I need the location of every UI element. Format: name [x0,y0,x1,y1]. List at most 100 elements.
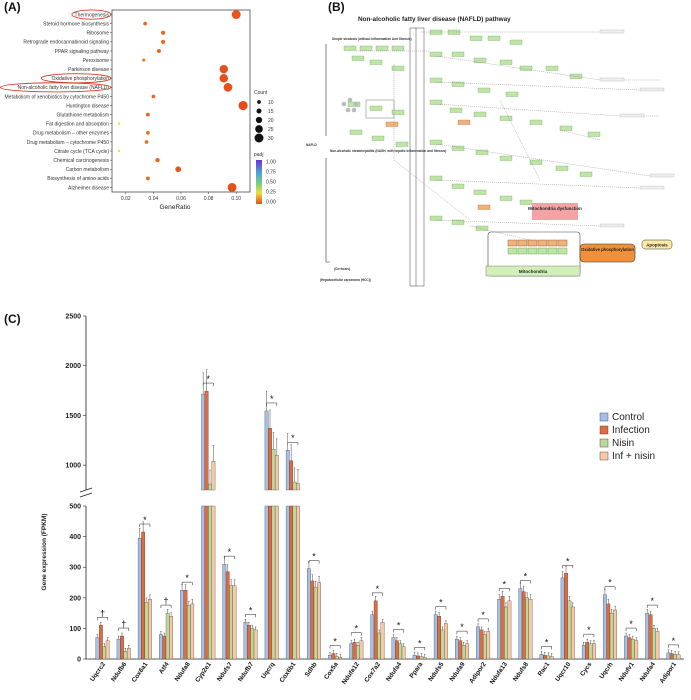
bar [603,594,607,660]
significance-star: * [333,636,337,646]
bar [370,614,375,660]
bar [613,609,617,660]
legend-size-label: 15 [268,109,274,115]
gene-box [429,175,443,181]
bar [296,505,300,660]
gene-label: Ndufs5 [427,661,445,683]
gene-box [451,51,465,57]
bar [567,600,572,660]
bar [419,656,424,660]
ligand-symbol [347,97,353,103]
bar [391,637,396,660]
gene-box [529,159,543,165]
legend-color-label: 0.25 [266,190,276,196]
bar [500,596,505,660]
bar [455,638,459,660]
bar [268,505,272,660]
bar [570,606,575,660]
pathway-edge [435,103,621,117]
ligand-symbol [341,101,347,107]
bar [120,635,124,660]
significance-bracket [266,402,278,406]
significance-bracket [456,630,468,635]
data-point [146,176,150,181]
pathway-node [619,113,645,118]
legend-label: Nisin [612,438,634,449]
bar [232,585,237,660]
gene-box [451,81,465,87]
gene-box [351,55,365,61]
bar [190,603,195,660]
significance-star: † [163,596,168,606]
bar [253,629,258,660]
gene-box [451,183,465,189]
pathway-edge [435,143,651,177]
bar [624,635,628,660]
significance-bracket [139,523,151,528]
gene-box [429,51,443,57]
category-label: Ribosome [86,31,109,37]
x-tick-label: 0.10 [231,196,241,202]
gene-box [429,215,443,221]
significance-star: * [312,552,316,562]
bar [137,537,142,660]
bar [549,656,554,660]
bar [401,646,406,660]
significance-bracket [181,581,193,586]
bar [307,568,311,660]
gene-box [587,131,601,137]
panel-a-label: (A) [4,0,21,14]
bar [486,631,491,660]
dot-plot-frame [111,9,251,193]
bar [243,622,248,660]
gene-label: Ndufv1 [618,661,636,683]
gene-box [429,139,443,145]
bar [186,605,191,660]
significance-bracket [541,646,552,650]
bar [676,654,681,660]
data-point [151,94,156,99]
complex-box [537,239,548,247]
complex-box [557,247,568,255]
gene-label: Ndufa12 [341,661,361,686]
stage-cirrhosis: (Cirrhosis) [334,267,350,271]
pathway-node [639,185,665,190]
gene-label: Cox5a [323,661,340,681]
gene-label: Uqcrc2 [89,661,107,683]
gene-label: Uqcrq [260,661,276,680]
bar [609,612,614,660]
data-point [223,83,233,92]
bar [349,643,354,660]
gene-box [473,111,487,117]
gene-box [369,105,383,111]
bar [648,614,653,660]
category-label: Non-alcoholic fatty liver disease (NAFLD… [18,85,110,91]
significance-bracket [520,580,531,584]
bar [211,461,216,491]
gene-box [545,65,559,71]
pathway-edge [435,179,641,189]
bar [271,505,276,660]
y-tick-label: 1500 [65,413,81,420]
bar [264,505,269,660]
bar [634,640,639,660]
category-label: Chemical carcinogenesis [53,158,109,164]
gene-box [375,45,389,51]
complex-box [537,247,548,255]
pathway-node [599,77,625,82]
legend-swatch [599,425,609,435]
respiratory-complexes [507,239,568,255]
gene-box-highlight [457,119,471,125]
gene-label: Uqcr10 [554,661,572,683]
y-tick-label: 500 [69,504,81,511]
bar [99,625,103,660]
gene-box [499,155,513,161]
category-label: Oxidative phosphorylation [51,76,109,82]
panel-b-label: (B) [328,0,345,14]
complex-box [527,239,538,247]
significance-star: * [228,547,232,557]
bar [201,393,206,491]
gene-label: Ndufs7 [216,661,234,683]
bar [652,628,656,660]
